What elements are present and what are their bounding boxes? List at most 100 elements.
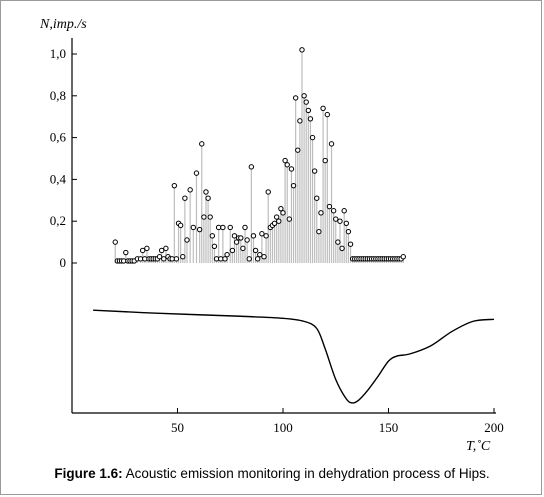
emission-point bbox=[242, 224, 248, 231]
emission-point bbox=[341, 208, 347, 214]
y-tick-label: 0,8 bbox=[50, 88, 66, 103]
emission-point bbox=[254, 256, 261, 262]
y-tick-label: 0,2 bbox=[50, 213, 66, 228]
emission-point bbox=[173, 256, 180, 262]
emission-point bbox=[222, 256, 228, 262]
emission-stems bbox=[114, 49, 404, 263]
emission-point bbox=[203, 189, 209, 195]
emission-point bbox=[201, 214, 207, 220]
axes bbox=[71, 38, 496, 414]
emission-point bbox=[311, 168, 318, 174]
emission-point bbox=[284, 162, 290, 168]
emission-point bbox=[263, 233, 269, 239]
figure-caption: Figure 1.6: Acoustic emission monitoring… bbox=[0, 466, 544, 481]
emission-point bbox=[252, 247, 259, 254]
thermal-curve bbox=[93, 309, 495, 404]
tick-labels: 0 0,2 0,4 0,6 0,8 1,0 50 100 150 200 bbox=[50, 46, 504, 435]
x-axis-label: T,˚C bbox=[466, 439, 491, 454]
emission-point bbox=[299, 47, 305, 53]
emission-point bbox=[297, 118, 303, 124]
emission-point bbox=[261, 254, 267, 260]
emission-point bbox=[326, 203, 333, 210]
emission-point bbox=[343, 220, 349, 226]
emission-point bbox=[305, 107, 312, 114]
y-tick-label: 0,4 bbox=[50, 171, 67, 186]
emission-point bbox=[248, 164, 255, 170]
emission-point bbox=[286, 216, 293, 222]
emission-point bbox=[295, 147, 301, 153]
emission-point bbox=[330, 208, 337, 214]
y-axis-label: N,imp./s bbox=[39, 17, 87, 32]
emission-point bbox=[259, 231, 265, 237]
emission-point bbox=[158, 247, 165, 254]
emission-point bbox=[180, 254, 186, 260]
emission-point bbox=[328, 141, 335, 147]
emission-point bbox=[290, 182, 297, 189]
caption-text: Acoustic emission monitoring in dehydrat… bbox=[122, 466, 490, 481]
acoustic-emission-chart: 0 0,2 0,4 0,6 0,8 1,0 50 100 150 200 N,imp./s T,˚… bbox=[39, 17, 504, 454]
emission-point bbox=[182, 195, 188, 201]
emission-point bbox=[265, 189, 271, 195]
emission-point bbox=[273, 214, 280, 220]
emission-point bbox=[400, 254, 406, 260]
emission-point bbox=[238, 235, 244, 241]
caption-label: Figure 1.6: bbox=[54, 466, 123, 481]
emission-point bbox=[139, 247, 146, 254]
emission-point bbox=[288, 166, 295, 172]
emission-point bbox=[196, 226, 203, 233]
emission-point bbox=[345, 228, 352, 235]
y-tick-label: 1,0 bbox=[50, 46, 66, 61]
emission-point bbox=[240, 245, 246, 252]
emission-point bbox=[156, 254, 163, 260]
emission-point bbox=[177, 222, 184, 229]
emission-point bbox=[233, 239, 240, 245]
emission-point bbox=[187, 187, 193, 193]
emission-point bbox=[337, 218, 343, 224]
emission-point bbox=[318, 210, 324, 216]
emission-point bbox=[123, 249, 129, 256]
emission-point bbox=[347, 241, 354, 247]
emission-point bbox=[144, 245, 150, 252]
emission-point bbox=[163, 245, 169, 252]
emission-point bbox=[112, 239, 118, 245]
emission-point bbox=[292, 95, 299, 101]
emission-point bbox=[244, 237, 250, 243]
x-tick-label: 150 bbox=[379, 420, 399, 435]
emission-point bbox=[333, 216, 339, 222]
emission-point bbox=[231, 233, 238, 239]
emission-point bbox=[314, 195, 320, 201]
emission-point bbox=[324, 111, 331, 118]
emission-point bbox=[322, 157, 328, 164]
emission-point bbox=[224, 251, 230, 258]
x-tick-label: 100 bbox=[273, 420, 293, 435]
emission-point bbox=[282, 157, 288, 164]
y-tick-label: 0,6 bbox=[50, 130, 67, 145]
emission-point bbox=[320, 105, 326, 112]
emission-point bbox=[220, 224, 226, 231]
emission-point bbox=[280, 210, 286, 216]
x-tick-label: 50 bbox=[171, 420, 184, 435]
emission-point bbox=[190, 224, 197, 231]
emission-point bbox=[316, 228, 322, 235]
emission-point bbox=[227, 224, 233, 231]
emission-points bbox=[112, 47, 406, 264]
emission-point bbox=[184, 237, 190, 243]
emission-point bbox=[250, 233, 257, 239]
emission-point bbox=[276, 218, 282, 224]
x-tick-label: 200 bbox=[484, 420, 504, 435]
emission-point bbox=[309, 134, 316, 141]
emission-point bbox=[339, 245, 345, 252]
emission-point bbox=[307, 116, 314, 122]
emission-point bbox=[193, 170, 200, 176]
emission-point bbox=[246, 256, 252, 262]
emission-point bbox=[205, 195, 211, 201]
emission-point bbox=[211, 243, 218, 249]
emission-point bbox=[209, 233, 216, 239]
emission-point bbox=[271, 220, 278, 226]
emission-point bbox=[171, 182, 178, 189]
y-tick-label: 0 bbox=[60, 255, 67, 270]
emission-point bbox=[301, 93, 307, 99]
emission-point bbox=[257, 251, 263, 258]
emission-point bbox=[278, 205, 284, 212]
